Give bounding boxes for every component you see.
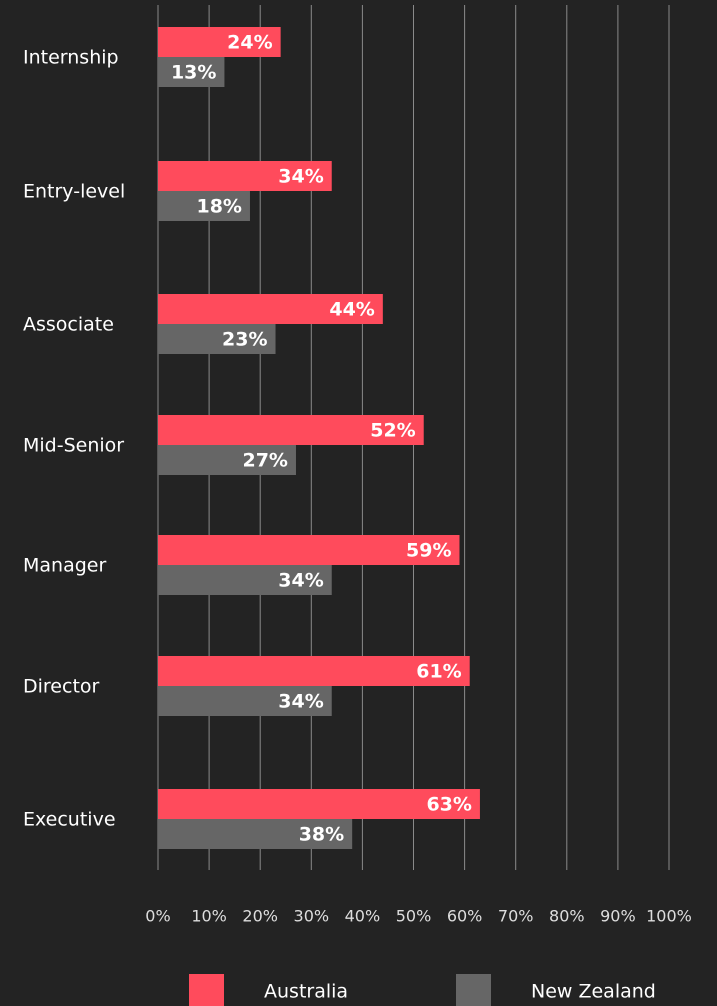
bar xyxy=(158,415,424,445)
bar xyxy=(158,686,332,716)
bar xyxy=(158,57,225,87)
category-label: Executive xyxy=(23,809,116,831)
value-label: 23% xyxy=(222,329,267,351)
bar xyxy=(158,819,353,849)
x-tick-label: 70% xyxy=(498,907,534,926)
bar xyxy=(158,656,470,686)
x-tick-label: 30% xyxy=(294,907,330,926)
category-label: Manager xyxy=(23,555,106,577)
x-tick-label: 20% xyxy=(242,907,278,926)
value-label: 61% xyxy=(416,661,461,683)
x-tick-label: 50% xyxy=(396,907,432,926)
value-label: 34% xyxy=(278,691,323,713)
value-label: 34% xyxy=(278,166,323,188)
value-label: 52% xyxy=(370,420,415,442)
legend-swatch xyxy=(189,974,224,1006)
value-label: 13% xyxy=(171,62,216,84)
x-tick-label: 90% xyxy=(600,907,636,926)
bar xyxy=(158,191,250,221)
value-label: 27% xyxy=(242,450,287,472)
category-label: Internship xyxy=(23,47,119,69)
category-label: Associate xyxy=(23,314,114,336)
bar xyxy=(158,445,296,475)
bar xyxy=(158,161,332,191)
bar xyxy=(158,535,460,565)
category-label: Director xyxy=(23,676,100,698)
x-tick-label: 0% xyxy=(145,907,170,926)
category-label: Entry-level xyxy=(23,181,125,203)
value-label: 59% xyxy=(406,540,451,562)
x-tick-label: 60% xyxy=(447,907,483,926)
bar xyxy=(158,294,383,324)
category-label: Mid-Senior xyxy=(23,435,124,457)
legend-label: New Zealand xyxy=(531,981,656,1003)
value-label: 18% xyxy=(196,196,241,218)
value-label: 38% xyxy=(299,824,344,846)
value-label: 24% xyxy=(227,32,272,54)
value-label: 44% xyxy=(329,299,374,321)
x-tick-label: 100% xyxy=(646,907,692,926)
bar xyxy=(158,789,480,819)
bar xyxy=(158,27,281,57)
x-tick-label: 40% xyxy=(345,907,381,926)
x-tick-label: 80% xyxy=(549,907,585,926)
bar xyxy=(158,565,332,595)
legend-swatch xyxy=(456,974,491,1006)
bar xyxy=(158,324,276,354)
value-label: 63% xyxy=(426,794,471,816)
value-label: 34% xyxy=(278,570,323,592)
legend-label: Australia xyxy=(264,981,348,1003)
x-tick-label: 10% xyxy=(191,907,227,926)
